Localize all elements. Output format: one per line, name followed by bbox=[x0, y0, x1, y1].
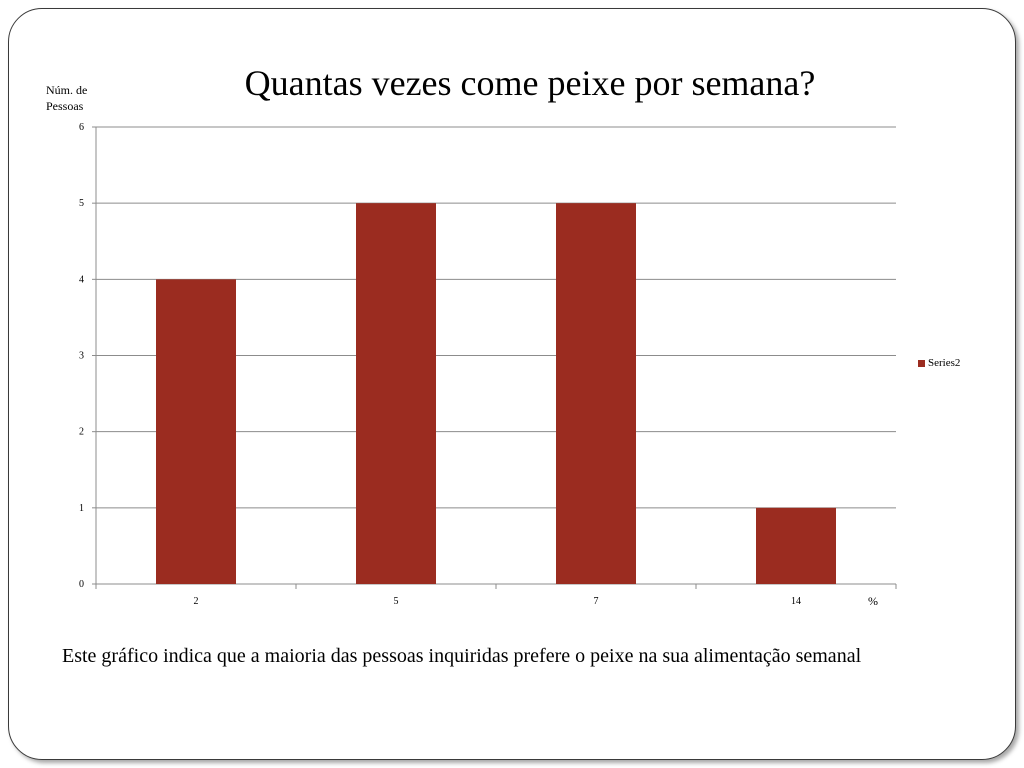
y-tick-label: 1 bbox=[79, 503, 84, 514]
y-tick-label: 0 bbox=[79, 579, 84, 590]
x-tick-label: 7 bbox=[594, 596, 599, 607]
y-tick-label: 3 bbox=[79, 351, 84, 362]
bar-2 bbox=[156, 279, 236, 584]
bar-14 bbox=[756, 507, 836, 584]
chart-caption: Este gráfico indica que a maioria das pe… bbox=[62, 645, 862, 667]
y-tick-label: 5 bbox=[79, 198, 84, 209]
chart-title: Quantas vezes come peixe por semana? bbox=[244, 63, 816, 103]
x-axis-unit-label: % bbox=[868, 594, 878, 608]
y-tick-label: 6 bbox=[79, 122, 84, 133]
legend-swatch bbox=[918, 359, 925, 367]
y-axis-label: Núm. de Pessoas bbox=[46, 83, 88, 113]
bar-7 bbox=[556, 203, 636, 584]
x-tick-label: 14 bbox=[791, 596, 801, 607]
x-tick-label: 2 bbox=[194, 596, 199, 607]
y-tick-label: 2 bbox=[79, 427, 84, 438]
chart-legend: Series2 bbox=[918, 357, 960, 369]
x-tick-label: 5 bbox=[394, 596, 399, 607]
legend-label: Series2 bbox=[928, 357, 961, 369]
y-tick-label: 4 bbox=[79, 274, 84, 285]
bar-5 bbox=[356, 203, 436, 584]
